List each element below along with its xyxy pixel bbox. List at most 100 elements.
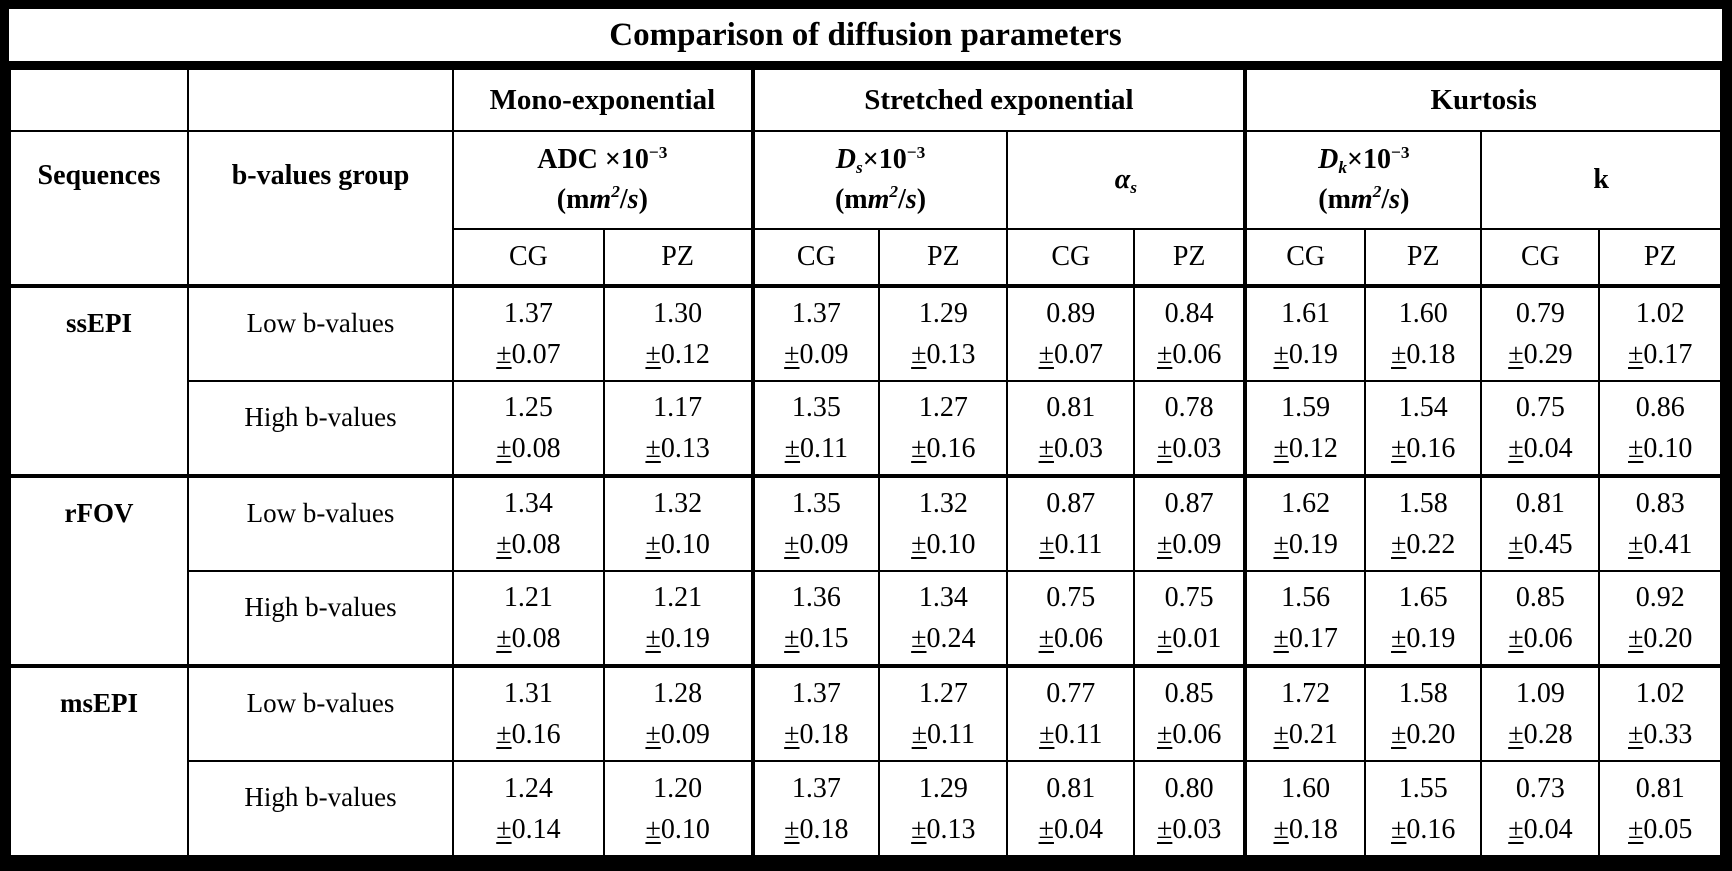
std-value: ±0.08 bbox=[496, 529, 561, 560]
param-header-segment: ) bbox=[1400, 184, 1410, 215]
std-value: ±0.01 bbox=[1156, 623, 1222, 654]
value-cell: 1.32 ±0.10 bbox=[878, 474, 1009, 572]
b-values-group-cell: High b-values bbox=[186, 570, 455, 667]
mean-value: 1.02 bbox=[1635, 298, 1685, 329]
param-header-segment: s bbox=[1130, 177, 1137, 197]
std-value: ±0.14 bbox=[496, 813, 561, 845]
std-value: ±0.15 bbox=[784, 623, 849, 654]
std-value: ±0.19 bbox=[1273, 529, 1338, 560]
param-header-segment: −3 bbox=[1390, 142, 1410, 162]
param-header-segment: (m bbox=[556, 184, 590, 215]
param-header-alpha-s: αs bbox=[1006, 130, 1247, 230]
param-header-segment: / bbox=[1381, 184, 1390, 215]
param-header-segment: (m bbox=[834, 184, 868, 215]
table-row: rFOV Low b-values 1.34 ±0.08 1.32 ±0.10 1.35 ±0… bbox=[9, 474, 1722, 667]
std-value: ±0.19 bbox=[1273, 339, 1338, 370]
mean-value: 1.62 bbox=[1281, 488, 1331, 519]
mean-value: 1.65 bbox=[1398, 582, 1448, 613]
value-cell: 1.60 ±0.18 bbox=[1364, 284, 1483, 382]
plus-minus-sign: ± bbox=[1273, 719, 1289, 750]
value-cell: 1.09 ±0.28 bbox=[1480, 664, 1601, 762]
std-value: ±0.10 bbox=[1628, 433, 1693, 464]
value-cell: 1.58 ±0.20 bbox=[1364, 664, 1483, 762]
region-header-cg: CG bbox=[452, 228, 605, 288]
value-cell: 0.92 ±0.20 bbox=[1598, 570, 1722, 667]
plus-minus-sign: ± bbox=[1039, 719, 1055, 750]
value-cell: 1.54 ±0.16 bbox=[1364, 380, 1483, 477]
mean-value: 1.34 bbox=[503, 488, 553, 519]
mean-value: 1.31 bbox=[503, 678, 553, 709]
table-row: ssEPI Low b-values 1.37 ±0.07 1.30 ±0.12 1.37 ±… bbox=[9, 284, 1722, 477]
std-value: ±0.07 bbox=[1038, 339, 1103, 370]
std-value: ±0.29 bbox=[1508, 339, 1573, 370]
std-value: ±0.18 bbox=[1391, 339, 1456, 370]
std-value: ±0.03 bbox=[1156, 813, 1222, 845]
plus-minus-sign: ± bbox=[1628, 529, 1644, 560]
param-header-segment: D bbox=[835, 144, 856, 176]
mean-value: 1.36 bbox=[791, 582, 841, 613]
mean-value: 1.37 bbox=[791, 772, 841, 804]
plus-minus-sign: ± bbox=[1156, 623, 1173, 654]
value-cell: 0.75 ±0.06 bbox=[1006, 570, 1136, 667]
value-cell: 1.28 ±0.09 bbox=[602, 664, 754, 762]
std-value: ±0.11 bbox=[784, 433, 849, 464]
std-value: ±0.45 bbox=[1508, 529, 1573, 560]
value-cell: 0.89 ±0.07 bbox=[1006, 284, 1136, 382]
std-value: ±0.19 bbox=[645, 623, 710, 654]
mean-value: 1.60 bbox=[1398, 298, 1448, 329]
std-value: ±0.16 bbox=[1391, 433, 1456, 464]
plus-minus-sign: ± bbox=[1391, 719, 1407, 750]
mean-value: 1.17 bbox=[653, 392, 703, 423]
plus-minus-sign: ± bbox=[1156, 339, 1173, 370]
model-group-header-row: Mono-exponential Stretched exponential K… bbox=[9, 64, 1722, 132]
std-value: ±0.16 bbox=[496, 719, 561, 750]
region-header-pz: PZ bbox=[602, 228, 754, 288]
mean-value: 1.35 bbox=[791, 392, 841, 423]
value-cell: 0.81 ±0.05 bbox=[1598, 760, 1722, 857]
mean-value: 1.59 bbox=[1281, 392, 1331, 423]
std-value: ±0.09 bbox=[645, 719, 710, 750]
blank-cell bbox=[9, 64, 189, 132]
mean-value: 0.75 bbox=[1046, 582, 1096, 613]
param-header-segment: ) bbox=[638, 184, 648, 215]
param-header-segment: k bbox=[1593, 164, 1609, 196]
parameter-header-row: Sequences b-values group ADC ×10−3 (mm2/s… bbox=[9, 130, 1722, 287]
param-header-k: k bbox=[1480, 130, 1722, 230]
std-value: ±0.06 bbox=[1156, 339, 1222, 370]
param-header-segment: m bbox=[867, 184, 890, 215]
value-cell: 1.35 ±0.11 bbox=[750, 380, 881, 477]
plus-minus-sign: ± bbox=[1391, 433, 1407, 464]
std-value: ±0.05 bbox=[1628, 813, 1693, 845]
param-header-segment: s bbox=[855, 158, 863, 178]
mean-value: 1.27 bbox=[918, 678, 968, 709]
region-header-cg: CG bbox=[750, 228, 881, 288]
value-cell: 0.75 ±0.01 bbox=[1133, 570, 1247, 667]
value-cell: 0.86 ±0.10 bbox=[1598, 380, 1722, 477]
value-cell: 1.02 ±0.17 bbox=[1598, 284, 1722, 382]
mean-value: 0.84 bbox=[1164, 298, 1214, 329]
mean-value: 1.37 bbox=[791, 678, 841, 709]
value-cell: 1.58 ±0.22 bbox=[1364, 474, 1483, 572]
value-cell: 1.32 ±0.10 bbox=[602, 474, 754, 572]
plus-minus-sign: ± bbox=[645, 529, 661, 560]
std-value: ±0.10 bbox=[645, 813, 710, 845]
value-cell: 1.37 ±0.07 bbox=[452, 284, 605, 382]
std-value: ±0.11 bbox=[1039, 529, 1103, 560]
mean-value: 0.81 bbox=[1046, 772, 1096, 804]
plus-minus-sign: ± bbox=[1628, 433, 1644, 464]
value-cell: 1.62 ±0.19 bbox=[1243, 474, 1367, 572]
region-header-cg: CG bbox=[1480, 228, 1601, 288]
value-cell: 0.84 ±0.06 bbox=[1133, 284, 1247, 382]
value-cell: 1.29 ±0.13 bbox=[878, 760, 1009, 857]
param-header-ds: Ds×10−3 (mm2/s) bbox=[750, 130, 1009, 230]
mean-value: 1.58 bbox=[1398, 678, 1448, 709]
mean-value: 1.72 bbox=[1281, 678, 1331, 709]
value-cell: 1.61 ±0.19 bbox=[1243, 284, 1367, 382]
sequence-name-cell: ssEPI bbox=[9, 284, 189, 477]
value-cell: 0.79 ±0.29 bbox=[1480, 284, 1601, 382]
value-cell: 1.30 ±0.12 bbox=[602, 284, 754, 382]
table-body: ssEPI Low b-values 1.37 ±0.07 1.30 ±0.12 1.37 ±… bbox=[9, 284, 1722, 857]
plus-minus-sign: ± bbox=[496, 529, 512, 560]
plus-minus-sign: ± bbox=[784, 719, 800, 750]
plus-minus-sign: ± bbox=[911, 433, 927, 464]
